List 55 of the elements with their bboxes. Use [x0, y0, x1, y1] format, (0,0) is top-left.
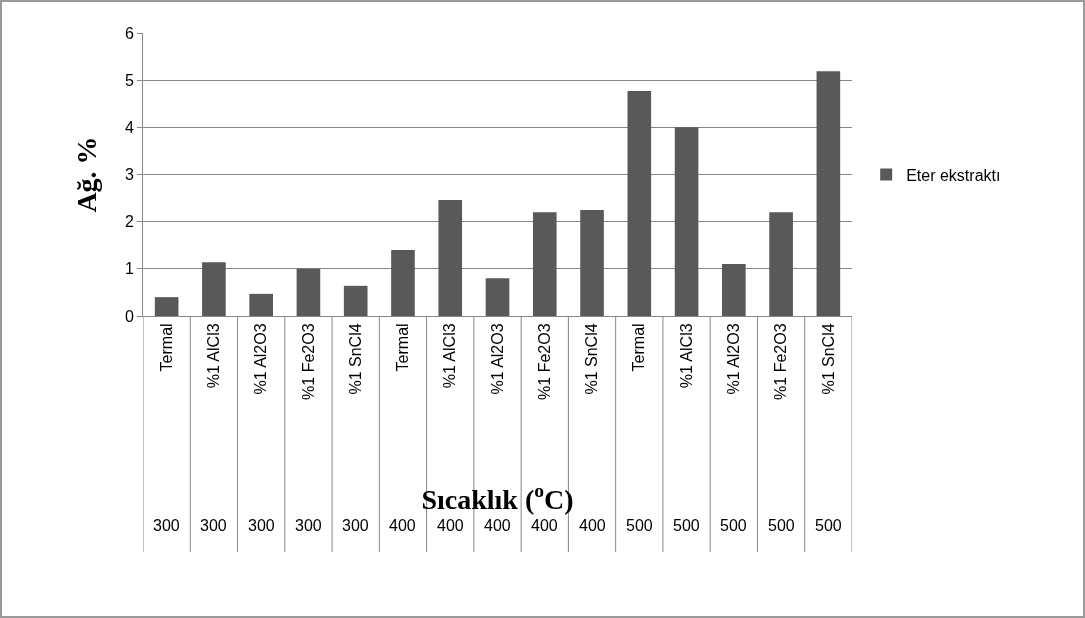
- text: 300: [200, 517, 227, 534]
- y-tick-label: 4: [124, 118, 134, 136]
- bar: [580, 209, 604, 316]
- x-tick-label: %1 Al2O3: [252, 323, 270, 395]
- bar: [249, 293, 273, 316]
- text: 500: [626, 517, 653, 534]
- x-tick-label: %1 AlCl3: [205, 323, 223, 389]
- text: 300: [342, 517, 369, 534]
- x-tick-label: %1 Al2O3: [725, 323, 743, 395]
- text: 400: [437, 517, 464, 534]
- x-tick-label: %1 AlCl3: [677, 323, 695, 389]
- y-tick-label: 1: [124, 260, 134, 278]
- bar: [769, 212, 793, 316]
- x-tick-label: Termal: [630, 323, 648, 372]
- text: 300: [295, 517, 322, 534]
- bar: [438, 199, 463, 316]
- bar: [391, 249, 415, 316]
- bar: [202, 262, 226, 316]
- x-axis-title: Sıcaklık ($^{o}$C): [421, 480, 574, 515]
- bar: [722, 264, 746, 316]
- x-tick-label: %1 Fe2O3: [772, 323, 790, 400]
- x-tick-label: %1 SnCl4: [346, 323, 364, 395]
- x-tick-label: %1 Fe2O3: [535, 323, 553, 400]
- y-tick-label: 5: [124, 71, 134, 89]
- x-tick-label: %1 SnCl4: [819, 323, 837, 395]
- text: 400: [531, 517, 558, 534]
- x-tick-label: %1 Fe2O3: [299, 323, 317, 400]
- bar: [816, 71, 841, 316]
- x-tick-label: %1 SnCl4: [583, 323, 601, 395]
- y-tick-label: 6: [124, 24, 134, 42]
- text: 300: [248, 517, 275, 534]
- x-tick-label: %1 AlCl3: [441, 323, 459, 389]
- text: 400: [484, 517, 511, 534]
- bar: [627, 91, 652, 316]
- y-tick-label: 3: [124, 166, 134, 184]
- text: 300: [153, 517, 180, 534]
- x-tick-label: Termal: [394, 323, 412, 372]
- text: 500: [673, 517, 700, 534]
- y-axis-title: Ağ. %: [70, 136, 102, 213]
- bar: [154, 297, 179, 316]
- bar: [674, 127, 699, 316]
- bar: [296, 268, 321, 316]
- legend-label: Eter ekstraktı: [906, 166, 1001, 184]
- bar: [343, 285, 368, 316]
- text: 400: [579, 517, 606, 534]
- text: 400: [389, 517, 416, 534]
- bar: [485, 278, 510, 316]
- y-tick-label: 2: [124, 213, 134, 231]
- x-tick-label: %1 Al2O3: [488, 323, 506, 395]
- x-tick-label: Termal: [157, 323, 175, 372]
- y-tick-label: 0: [124, 307, 134, 325]
- bar: [532, 212, 557, 316]
- text: 500: [720, 517, 747, 534]
- text: 500: [768, 517, 795, 534]
- text: 500: [815, 517, 842, 534]
